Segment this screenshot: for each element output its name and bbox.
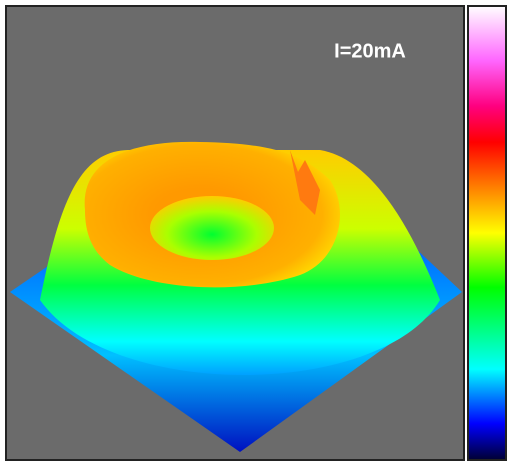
ring-center — [150, 196, 274, 260]
current-label: I=20mA — [334, 40, 406, 62]
ring-spike — [290, 150, 320, 215]
colorbar — [467, 5, 507, 461]
